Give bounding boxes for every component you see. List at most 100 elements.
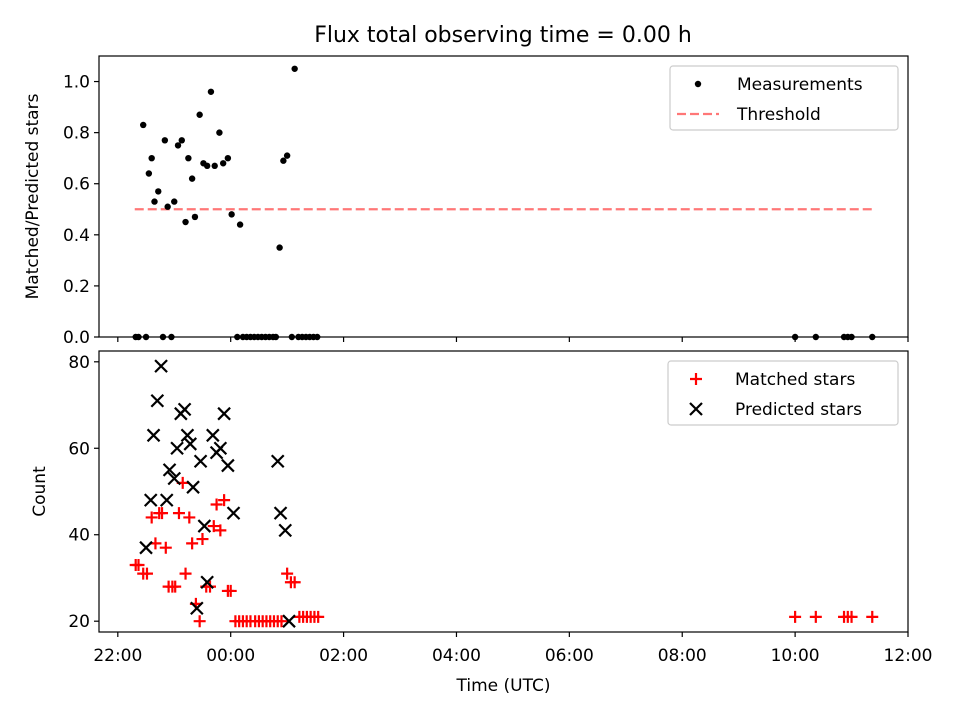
- measurement-point: [228, 211, 235, 218]
- predicted-star-point: [226, 506, 241, 520]
- measurement-point: [236, 221, 244, 228]
- predicted-star-point: [278, 523, 293, 538]
- matched-star-point: [169, 580, 182, 593]
- predicted-star-point: [282, 614, 296, 628]
- predicted-star-point: [162, 463, 177, 477]
- matched-star-point: [210, 498, 223, 511]
- measurement-point: [151, 198, 158, 205]
- predicted-star-point: [206, 428, 220, 443]
- top-axes: 0.0 0.2 0.4 0.6 0.8 1.0 Matched/Predicted star…: [23, 55, 909, 348]
- predicted-star-point: [190, 601, 204, 616]
- predicted-star-point: [183, 437, 198, 451]
- measurement-point: [161, 137, 169, 144]
- measurement-point: [178, 137, 185, 144]
- axes-frame: [98, 350, 909, 633]
- x-tick-label: 02:00: [319, 646, 368, 666]
- measurement-point: [182, 218, 189, 226]
- predicted-star-point: [186, 480, 200, 494]
- predicted-star-point: [143, 493, 158, 507]
- matched-star-point: [275, 615, 288, 628]
- matched-star-point: [145, 511, 158, 524]
- measurement-point: [291, 65, 298, 72]
- y-tick-label: 80: [68, 353, 90, 373]
- predicted-star-point: [180, 428, 195, 443]
- measurement-point: [185, 154, 192, 162]
- predicted-star-point: [213, 441, 228, 456]
- y-tick-label: 40: [68, 526, 90, 546]
- legend: Matched stars Predicted stars: [667, 360, 899, 426]
- measurement-point: [211, 162, 218, 170]
- x-tick-label: 08:00: [658, 646, 707, 666]
- legend-box: [669, 65, 899, 131]
- predicted-star-point: [170, 441, 184, 456]
- matched-star-point: [156, 507, 169, 520]
- y-tick-label: 0.2: [63, 277, 90, 297]
- matched-star-point: [196, 533, 209, 546]
- y-tick-label: 0.6: [63, 175, 90, 195]
- legend-label: Measurements: [737, 75, 863, 95]
- predicted-star-point: [200, 575, 214, 590]
- measurement-point: [145, 170, 153, 177]
- legend-label: Predicted stars: [735, 400, 862, 420]
- measurement-point: [196, 111, 203, 118]
- matched-star-point: [224, 584, 237, 597]
- y-tick-label: 0.8: [63, 124, 90, 144]
- y-tick-label: 20: [68, 612, 90, 632]
- x-axis-label: Time (UTC): [456, 676, 551, 696]
- axes-frame: [98, 55, 909, 338]
- x-tick-label: 06:00: [545, 646, 594, 666]
- measurement-point: [171, 198, 178, 205]
- measurement-point: [155, 188, 162, 195]
- y-tick-label: 0.4: [63, 226, 90, 246]
- predicted-star-point: [154, 359, 168, 373]
- legend-label: Threshold: [736, 105, 821, 125]
- predicted-star-point: [159, 493, 174, 507]
- predicted-star-point: [270, 454, 285, 469]
- x-tick-label: 10:00: [771, 646, 820, 666]
- measurement-point: [216, 129, 223, 136]
- matched-star-point: [312, 610, 325, 623]
- matched-star-point: [179, 567, 192, 580]
- matched-star-point: [159, 541, 172, 554]
- x-tick-label: 12:00: [884, 646, 933, 666]
- measurement-point: [164, 203, 171, 210]
- matched-star-point: [172, 507, 185, 520]
- y-tick-label: 1.0: [63, 73, 90, 93]
- matched-star-point: [132, 558, 145, 571]
- matched-star-point: [140, 567, 153, 580]
- measurement-point: [224, 154, 232, 162]
- matched-star-point: [183, 511, 196, 524]
- measurement-point: [283, 152, 291, 159]
- measurement-point: [191, 213, 199, 221]
- measurement-point: [188, 175, 196, 182]
- matched-star-point: [845, 610, 858, 623]
- predicted-star-point: [150, 393, 165, 408]
- predicted-star-point: [139, 540, 153, 555]
- y-axis-label: Count: [30, 466, 50, 517]
- matched-star-point: [186, 537, 199, 550]
- matched-star-point: [207, 520, 220, 533]
- predicted-star-point: [221, 458, 235, 473]
- predicted-star-point: [146, 428, 161, 443]
- predicted-star-point: [193, 454, 208, 469]
- x-tick-label: 04:00: [432, 646, 481, 666]
- measurement-point: [219, 160, 227, 167]
- legend-plus-marker: [690, 373, 702, 385]
- predicted-star-point: [217, 406, 231, 421]
- matched-star-point: [193, 615, 206, 628]
- matched-star-point: [789, 610, 802, 623]
- measurement-point: [276, 244, 283, 251]
- matched-star-point: [281, 567, 294, 580]
- legend-label: Matched stars: [735, 370, 855, 390]
- x-tick-label: 22:00: [93, 646, 142, 666]
- legend-box: [667, 360, 899, 426]
- legend-dot-marker: [694, 80, 702, 88]
- legend: Measurements Threshold: [669, 65, 899, 131]
- matched-star-point: [214, 524, 227, 537]
- bottom-axes: 20 40 60 80 22:00 00:00 02:00 04:00 06:00 08:00 10…: [30, 350, 933, 696]
- predicted-star-point: [177, 402, 192, 417]
- matched-star-point: [288, 576, 301, 589]
- y-axis-label: Matched/Predicted stars: [23, 93, 43, 299]
- matched-star-point: [218, 494, 231, 507]
